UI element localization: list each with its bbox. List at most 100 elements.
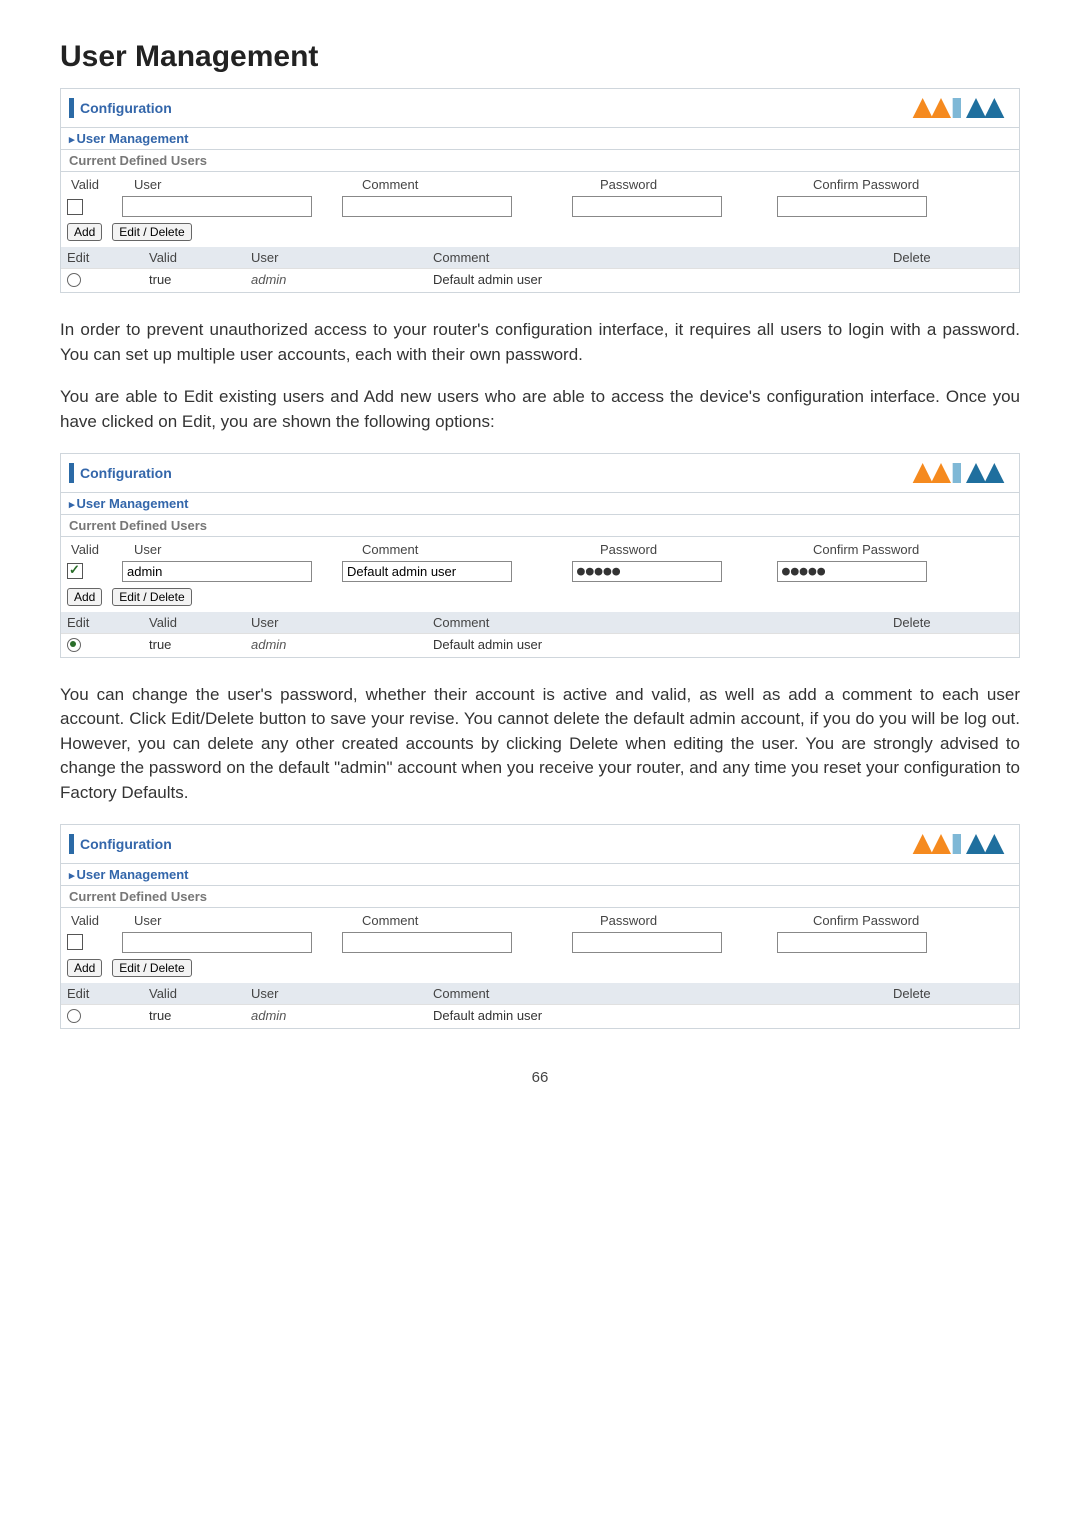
panel-title: Configuration [80,465,172,481]
col-user-label: User [130,911,358,930]
user-list-row: true admin Default admin user [61,268,1019,292]
confirm-password-input[interactable] [777,932,927,953]
col-valid-label: Valid [67,175,130,194]
hdr-delete: Delete [887,612,1019,633]
row-comment: Default admin user [427,269,887,292]
hdr-user: User [245,247,427,268]
valid-checkbox[interactable] [67,563,83,579]
col-user-label: User [130,540,358,559]
user-input[interactable] [122,561,312,582]
valid-checkbox[interactable] [67,199,83,215]
row-valid: true [143,1005,245,1028]
confirm-password-input[interactable] [777,196,927,217]
edit-delete-button[interactable]: Edit / Delete [112,959,191,977]
col-comment-label: Comment [358,175,596,194]
hdr-comment: Comment [427,247,887,268]
row-valid: true [143,269,245,292]
column-headers: Valid User Comment Password Confirm Pass… [61,172,1019,194]
col-password-label: Password [596,540,809,559]
hdr-valid: Valid [143,983,245,1004]
hdr-valid: Valid [143,612,245,633]
confirm-password-input[interactable]: ●●●●● [777,561,927,582]
hdr-edit: Edit [61,983,143,1004]
config-panel-3: Configuration User Management Current De… [60,824,1020,1029]
panel-header: Configuration [61,89,1019,128]
column-headers: Valid User Comment Password Confirm Pass… [61,908,1019,930]
hdr-delete: Delete [887,983,1019,1004]
user-list-header: Edit Valid User Comment Delete [61,247,1019,268]
section-link[interactable]: User Management [61,128,1019,150]
hdr-edit: Edit [61,612,143,633]
add-button[interactable]: Add [67,223,102,241]
paragraph-3: You can change the user's password, whet… [60,683,1020,806]
section-link[interactable]: User Management [61,864,1019,886]
subsection-title: Current Defined Users [61,886,1019,908]
comment-input[interactable] [342,196,512,217]
password-input[interactable] [572,196,722,217]
panel-header: Configuration [61,454,1019,493]
config-panel-1: Configuration User Management Current De… [60,88,1020,293]
col-comment-label: Comment [358,540,596,559]
col-password-label: Password [596,175,809,194]
hdr-valid: Valid [143,247,245,268]
hdr-user: User [245,612,427,633]
hdr-comment: Comment [427,983,887,1004]
accent-bar [69,463,74,483]
page-title: User Management [60,40,1020,74]
brand-logo-icon [911,829,1011,859]
add-button[interactable]: Add [67,959,102,977]
section-link[interactable]: User Management [61,493,1019,515]
input-row [61,194,1019,223]
hdr-delete: Delete [887,247,1019,268]
input-row: ●●●●● ●●●●● [61,559,1019,588]
column-headers: Valid User Comment Password Confirm Pass… [61,537,1019,559]
user-list-row: true admin Default admin user [61,1004,1019,1028]
user-list-row: true admin Default admin user [61,633,1019,657]
user-list-header: Edit Valid User Comment Delete [61,983,1019,1004]
row-user: admin [245,1005,427,1028]
hdr-comment: Comment [427,612,887,633]
col-user-label: User [130,175,358,194]
valid-checkbox[interactable] [67,934,83,950]
comment-input[interactable] [342,561,512,582]
edit-radio[interactable] [67,638,81,652]
col-comment-label: Comment [358,911,596,930]
panel-title: Configuration [80,100,172,116]
accent-bar [69,834,74,854]
col-valid-label: Valid [67,911,130,930]
hdr-user: User [245,983,427,1004]
input-row [61,930,1019,959]
paragraph-2: You are able to Edit existing users and … [60,385,1020,434]
brand-logo-icon [911,458,1011,488]
password-input[interactable] [572,932,722,953]
row-comment: Default admin user [427,1005,887,1028]
comment-input[interactable] [342,932,512,953]
row-user: admin [245,269,427,292]
add-button[interactable]: Add [67,588,102,606]
col-confirm-label: Confirm Password [809,540,1013,559]
user-input[interactable] [122,932,312,953]
panel-header: Configuration [61,825,1019,864]
password-input[interactable]: ●●●●● [572,561,722,582]
col-valid-label: Valid [67,540,130,559]
paragraph-1: In order to prevent unauthorized access … [60,318,1020,367]
edit-delete-button[interactable]: Edit / Delete [112,223,191,241]
edit-radio[interactable] [67,1009,81,1023]
edit-radio[interactable] [67,273,81,287]
col-password-label: Password [596,911,809,930]
brand-logo-icon [911,93,1011,123]
row-comment: Default admin user [427,634,887,657]
config-panel-2: Configuration User Management Current De… [60,453,1020,658]
edit-delete-button[interactable]: Edit / Delete [112,588,191,606]
accent-bar [69,98,74,118]
subsection-title: Current Defined Users [61,150,1019,172]
row-user: admin [245,634,427,657]
row-valid: true [143,634,245,657]
hdr-edit: Edit [61,247,143,268]
user-input[interactable] [122,196,312,217]
col-confirm-label: Confirm Password [809,175,1013,194]
page-number: 66 [60,1069,1020,1086]
col-confirm-label: Confirm Password [809,911,1013,930]
subsection-title: Current Defined Users [61,515,1019,537]
panel-title: Configuration [80,836,172,852]
